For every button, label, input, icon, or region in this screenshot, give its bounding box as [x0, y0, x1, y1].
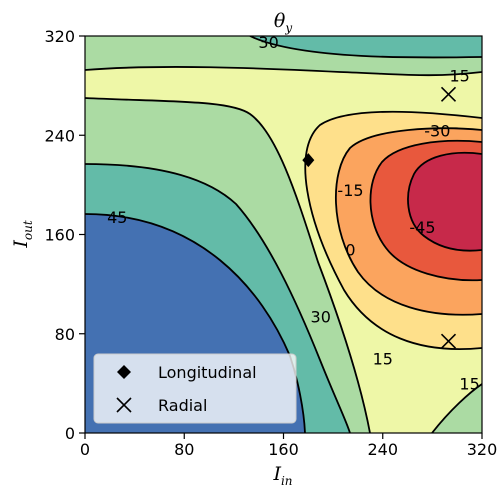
- y-tick-label: 320: [44, 27, 75, 46]
- contour-label: 15: [373, 350, 393, 369]
- contour-line-30-top: [249, 36, 482, 59]
- legend-box: [93, 353, 297, 424]
- contour-label: -45: [409, 218, 435, 237]
- contour-line-0: [335, 127, 482, 316]
- chart-title: θy: [274, 10, 292, 35]
- band-45-top: [250, 36, 482, 58]
- contour-label: -15: [337, 181, 363, 200]
- y-axis-ticks: 0 80 160 240 320: [44, 27, 85, 443]
- x-tick-label: 80: [174, 440, 194, 459]
- legend-label-radial: Radial: [158, 396, 207, 415]
- marker-longitudinal: [302, 153, 315, 168]
- contour-line-15-top: [85, 66, 482, 77]
- contour-line-30-left: [85, 163, 351, 433]
- contour-line-neg15: [369, 139, 482, 282]
- contour-line-15-bottomright: [431, 383, 482, 433]
- x-tick-label: 160: [268, 440, 299, 459]
- legend: Longitudinal Radial: [93, 353, 297, 424]
- contour-line-neg30: [407, 151, 482, 252]
- legend-diamond-icon: [117, 365, 131, 379]
- x-axis-title: Iin: [272, 463, 292, 488]
- contour-label: 15: [459, 374, 479, 393]
- y-axis-title: Iout: [10, 220, 35, 248]
- band-neg45: [408, 152, 482, 251]
- legend-label-longitudinal: Longitudinal: [158, 363, 257, 382]
- legend-x-icon: [116, 397, 132, 413]
- contour-label: 0: [345, 240, 355, 259]
- y-tick-label: 240: [44, 126, 75, 145]
- contour-line-15-right: [304, 110, 482, 350]
- contour-label: 30: [258, 33, 278, 52]
- contour-label: -30: [424, 121, 450, 140]
- x-tick-label: 320: [467, 440, 498, 459]
- contour-label: 30: [311, 307, 331, 326]
- x-tick-label: 240: [367, 440, 398, 459]
- contour-lines: [85, 36, 482, 433]
- y-tick-label: 160: [44, 226, 75, 245]
- marker-radial: [440, 86, 457, 102]
- marker-radial: [440, 333, 457, 349]
- contour-label: 45: [107, 208, 127, 227]
- y-tick-label: 0: [65, 424, 75, 443]
- band-30-bottom-right: [432, 384, 482, 433]
- x-tick-label: 0: [80, 440, 90, 459]
- x-axis-ticks: 0 80 160 240 320: [80, 433, 497, 459]
- contour-label: 15: [449, 67, 469, 86]
- contour-line-45-left: [85, 213, 306, 433]
- y-tick-label: 80: [55, 325, 75, 344]
- contour-line-15-midleft: [85, 97, 371, 433]
- contour-labels: 30 15 -30 -15 -45 0 45 30 15 15: [107, 33, 480, 393]
- data-markers: [302, 86, 457, 349]
